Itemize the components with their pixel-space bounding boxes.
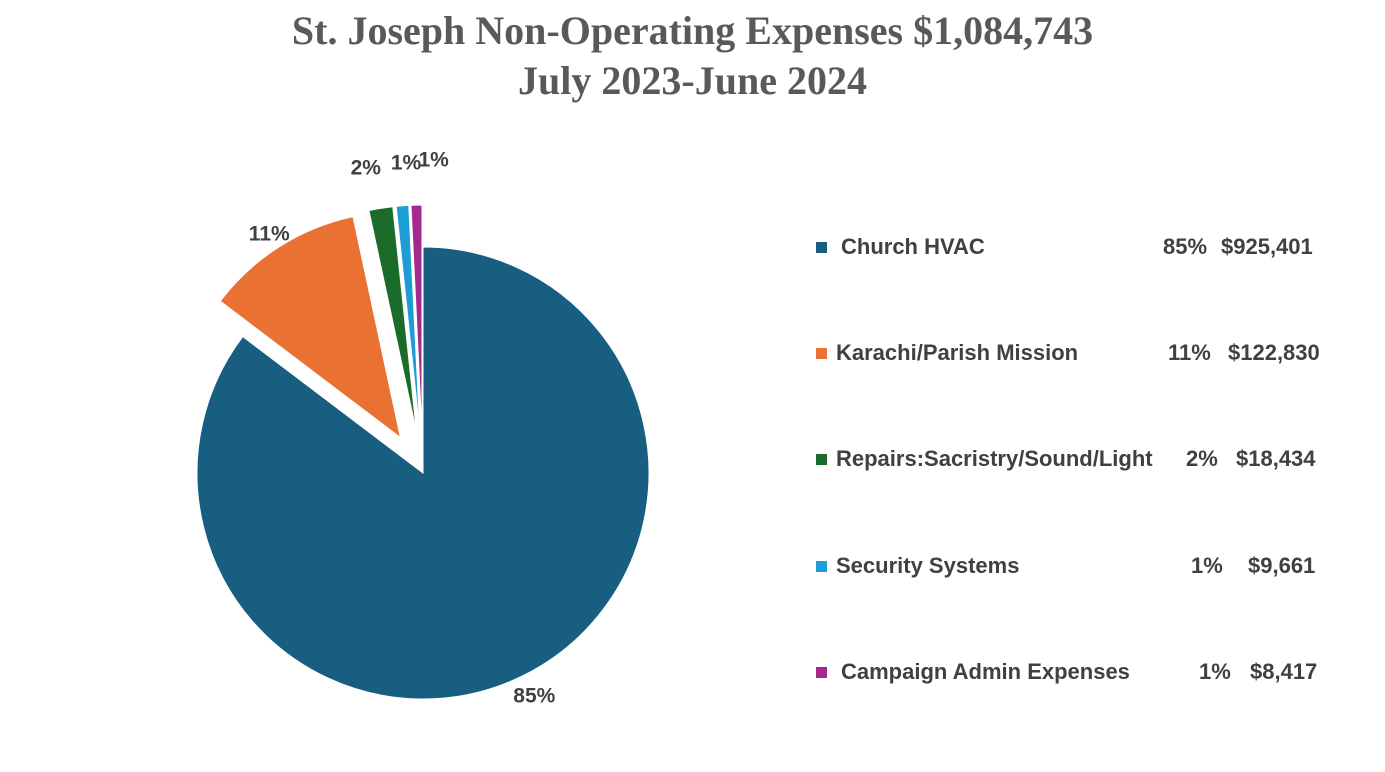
pie-data-label-2: 2% <box>351 156 382 179</box>
legend-swatch <box>816 667 827 678</box>
legend-swatch <box>816 348 827 359</box>
legend-item: Church HVAC 85% $925,401 <box>0 232 1385 262</box>
pie-data-label-1: 11% <box>249 223 290 246</box>
legend-item: Security Systems 1% $9,661 <box>0 551 1385 581</box>
legend-amount: $925,401 <box>1221 234 1313 259</box>
chart-subtitle-line-2: July 2023-June 2024 <box>518 58 867 103</box>
legend-item: Karachi/Parish Mission 11% $122,830 <box>0 338 1385 368</box>
legend-amount: $122,830 <box>1228 340 1320 365</box>
pie-slice-church-hvac <box>196 246 650 700</box>
pie-data-label-3: 1% <box>391 151 422 174</box>
legend-swatch <box>816 561 827 572</box>
legend-percent: 1% <box>1199 659 1231 684</box>
pie-slice-repairs-sacristry-sound-light <box>368 206 417 432</box>
chart-title-line-1: St. Joseph Non-Operating Expenses $1,084… <box>291 8 1094 53</box>
legend-label: Church HVAC <box>841 234 985 259</box>
pie-slice-campaign-admin-expenses <box>410 204 423 432</box>
legend-item: Campaign Admin Expenses 1% $8,417 <box>0 657 1385 687</box>
legend-label: Security Systems <box>836 553 1020 578</box>
legend-swatch <box>816 242 827 253</box>
legend-label: Karachi/Parish Mission <box>836 340 1079 365</box>
legend-percent: 1% <box>1191 553 1223 578</box>
pie-slice-security-systems <box>395 204 421 432</box>
legend-item: Repairs:Sacristry/Sound/Light 2% $18,434 <box>0 444 1385 474</box>
legend-label: Repairs:Sacristry/Sound/Light <box>836 446 1153 471</box>
pie-data-label-0: 85% <box>513 684 555 707</box>
legend-swatch <box>816 454 827 465</box>
legend-percent: 85% <box>1163 234 1208 259</box>
legend-amount: $9,661 <box>1248 553 1316 578</box>
legend-percent: 11% <box>1168 340 1211 365</box>
legend-label: Campaign Admin Expenses <box>841 659 1130 684</box>
legend-percent: 2% <box>1186 446 1218 471</box>
pie-slice-karachi-parish-mission <box>219 216 402 439</box>
legend-amount: $18,434 <box>1236 446 1316 471</box>
legend-amount: $8,417 <box>1250 659 1318 684</box>
pie-data-label-4: 1% <box>419 149 450 172</box>
